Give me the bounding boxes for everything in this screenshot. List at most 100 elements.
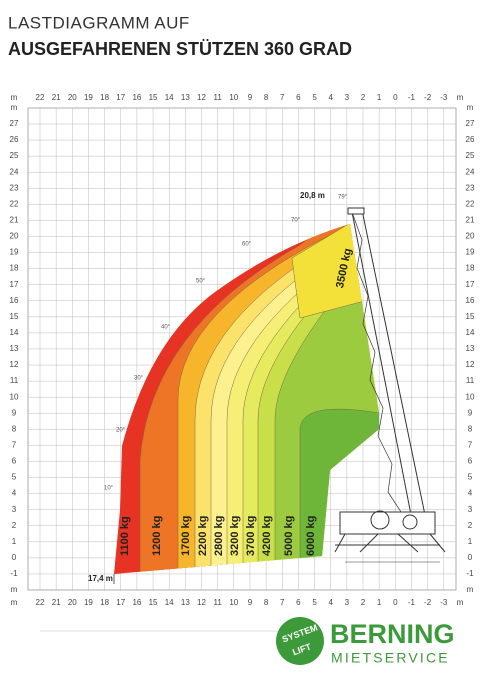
zone-label: 1200 kg [151, 516, 163, 556]
y-tick-label: -1 [10, 569, 18, 578]
y-tick-label: 11 [10, 376, 19, 385]
y-tick-label: 24 [466, 167, 475, 176]
x-tick-label: 3 [345, 598, 350, 607]
axis-unit: m [11, 103, 18, 112]
y-tick-label: 20 [466, 232, 475, 241]
x-tick-label: 12 [197, 93, 206, 102]
x-tick-label: 6 [296, 93, 301, 102]
axis-unit: m [457, 598, 464, 607]
x-tick-label: 11 [213, 598, 222, 607]
y-tick-label: 10 [466, 392, 475, 401]
y-tick-label: 16 [466, 296, 475, 305]
load-zone [291, 224, 369, 319]
x-tick-label: 4 [328, 598, 333, 607]
zone-label: 3200 kg [229, 516, 241, 556]
angle-label: 10° [104, 486, 114, 492]
zone-label: 5000 kg [283, 516, 295, 556]
x-tick-label: 12 [197, 598, 206, 607]
x-tick-label: 1 [377, 598, 382, 607]
angle-label: 20° [116, 428, 126, 434]
y-tick-label: 2 [468, 521, 473, 530]
x-tick-label: -2 [424, 93, 432, 102]
x-tick-label: 5 [312, 93, 317, 102]
x-tick-label: 10 [229, 598, 238, 607]
zone-label: 2800 kg [213, 516, 225, 556]
max-reach: 17,4 m [88, 574, 113, 583]
y-tick-label: 9 [12, 408, 17, 417]
x-tick-label: 18 [100, 93, 109, 102]
angle-label: 30° [134, 376, 144, 382]
angle-label: 79° [338, 195, 348, 201]
x-tick-label: 21 [52, 598, 61, 607]
x-tick-label: 9 [248, 598, 253, 607]
y-tick-label: 14 [466, 328, 475, 337]
x-tick-label: 13 [181, 93, 190, 102]
y-tick-label: 12 [466, 360, 475, 369]
y-tick-label: 27 [466, 119, 475, 128]
y-tick-label: 19 [10, 248, 19, 257]
y-tick-label: 3 [468, 505, 473, 514]
x-tick-label: 7 [280, 93, 285, 102]
y-tick-label: 0 [12, 553, 17, 562]
zone-label: 6000 kg [305, 516, 317, 556]
x-tick-label: 5 [312, 598, 317, 607]
x-tick-label: -3 [440, 93, 448, 102]
angle-label: 40° [161, 325, 171, 331]
axis-unit: m [467, 585, 474, 594]
zone-label: 4200 kg [261, 516, 273, 556]
y-tick-label: 2 [12, 521, 17, 530]
max-height: 20,8 m [300, 191, 325, 200]
x-tick-label: 0 [393, 93, 398, 102]
y-tick-label: 12 [10, 360, 19, 369]
angle-label: 70° [291, 218, 301, 224]
y-tick-label: 1 [468, 537, 473, 546]
y-tick-label: 23 [10, 183, 19, 192]
axis-unit: m [11, 598, 18, 607]
x-tick-label: 21 [52, 93, 61, 102]
y-tick-label: 22 [10, 199, 19, 208]
x-tick-label: 14 [165, 93, 174, 102]
x-tick-label: 9 [248, 93, 253, 102]
y-tick-label: 10 [10, 392, 19, 401]
x-tick-label: 15 [149, 598, 158, 607]
tagline: MIETSERVICE [331, 650, 450, 666]
axis-unit: m [467, 103, 474, 112]
y-tick-label: 26 [466, 135, 475, 144]
y-tick-label: 6 [12, 457, 17, 466]
x-tick-label: 17 [116, 93, 125, 102]
y-tick-label: 21 [466, 216, 475, 225]
y-tick-label: 5 [468, 473, 473, 482]
x-tick-label: -3 [440, 598, 448, 607]
zone-label: 1100 kg [119, 516, 131, 556]
zone-label: 1700 kg [180, 516, 192, 556]
y-tick-label: 23 [466, 183, 475, 192]
y-tick-label: 7 [468, 441, 473, 450]
y-tick-label: 11 [466, 376, 475, 385]
y-tick-label: 18 [10, 264, 19, 273]
y-tick-label: 9 [468, 408, 473, 417]
x-tick-label: 3 [345, 93, 350, 102]
y-tick-label: 24 [10, 167, 19, 176]
logo: SYSTEM LIFT BERNING MIETSERVICE [276, 617, 455, 666]
x-tick-label: 7 [280, 598, 285, 607]
y-tick-label: 4 [468, 489, 473, 498]
y-tick-label: 27 [10, 119, 19, 128]
y-tick-label: 8 [468, 424, 473, 433]
x-tick-label: -1 [408, 93, 416, 102]
y-tick-label: 15 [466, 312, 475, 321]
y-tick-label: 22 [466, 199, 475, 208]
machine [334, 207, 446, 563]
y-tick-label: -1 [466, 569, 474, 578]
x-tick-label: 6 [296, 598, 301, 607]
y-tick-label: 13 [10, 344, 19, 353]
x-tick-label: 19 [84, 598, 93, 607]
x-tick-label: 14 [165, 598, 174, 607]
x-tick-label: 17 [116, 598, 125, 607]
zone-label: 3700 kg [245, 516, 257, 556]
x-tick-label: 8 [264, 598, 269, 607]
x-tick-label: 13 [181, 598, 190, 607]
angle-label: 60° [242, 242, 252, 248]
y-tick-label: 25 [466, 151, 475, 160]
y-tick-label: 18 [466, 264, 475, 273]
x-tick-label: 19 [84, 93, 93, 102]
